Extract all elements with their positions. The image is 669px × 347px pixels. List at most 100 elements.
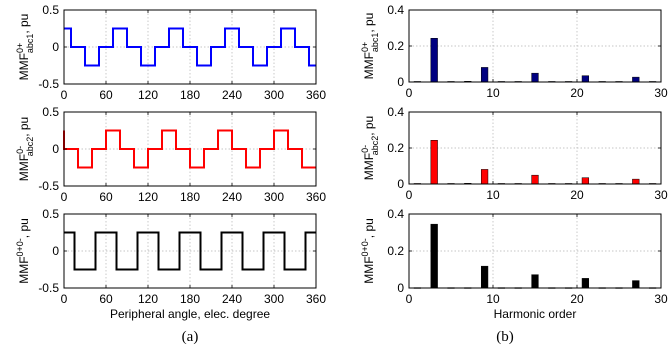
y-axis-label: MMF0+0-, pu: [360, 218, 376, 284]
y-tick-label: -0.5: [38, 179, 59, 193]
x-tick-label: 20: [570, 292, 584, 306]
y-label-unit: , pu: [362, 218, 376, 238]
bar: [632, 178, 640, 185]
bar: [632, 76, 640, 83]
x-tick-label: 0: [406, 292, 413, 306]
y-label-unit: , pu: [17, 218, 31, 238]
x-tick-label: 0: [61, 88, 68, 102]
y-label-main: MMF: [362, 52, 376, 79]
bar: [632, 280, 640, 289]
x-tick-label: 180: [180, 88, 200, 102]
y-axis-label: MMF0+0-, pu: [15, 218, 31, 284]
x-tick-label: 0: [406, 86, 413, 100]
x-tick-label: 240: [222, 292, 242, 306]
y-label-sub: abc2: [370, 136, 380, 156]
x-tick-label: 10: [486, 292, 500, 306]
y-axis-label: MMF0-abc2, pu: [15, 117, 35, 181]
y-label-sub: abc2: [25, 137, 35, 157]
y-tick-label: 0: [52, 244, 59, 258]
x-axis-label: Harmonic order: [494, 307, 577, 321]
y-label-unit: , pu: [17, 117, 31, 137]
y-tick-label: 0: [52, 142, 59, 156]
caption-a: (a): [182, 329, 199, 345]
x-tick-label: 30: [654, 292, 668, 306]
x-tick-label: 20: [570, 86, 584, 100]
bar: [480, 67, 489, 83]
bar: [581, 75, 590, 83]
bar: [531, 174, 539, 185]
x-tick-label: 20: [570, 188, 584, 202]
x-tick-label: 10: [486, 188, 500, 202]
y-tick-label: 0.2: [387, 244, 404, 258]
y-tick-label: -0.5: [38, 281, 59, 295]
y-label-sup: 0-: [360, 145, 370, 153]
y-tick-label: 0: [397, 281, 404, 295]
y-axis-label: MMF0+abc1, pu: [360, 13, 380, 80]
y-label-sub: abc1: [370, 33, 380, 53]
x-tick-label: 0: [61, 292, 68, 306]
x-tick-label: 360: [306, 292, 326, 306]
bar: [531, 72, 539, 83]
chart-b1: 0 10 20 30 0 0.2 0.4 MMF0+abc1, pu: [360, 3, 668, 100]
x-axis-label: Peripheral angle, elec. degree: [110, 307, 270, 321]
series-line: [63, 129, 316, 169]
y-label-unit: , pu: [17, 14, 31, 34]
y-axis-label: MMF0+abc1, pu: [15, 14, 35, 81]
series-line: [64, 27, 316, 67]
series-line: [64, 231, 316, 271]
y-label-main: MMF: [362, 256, 376, 283]
x-tick-label: 120: [138, 292, 158, 306]
y-tick-label: 0.4: [387, 105, 404, 119]
y-tick-label: 0.2: [387, 141, 404, 155]
chart-b3: 0 10 20 30 0 0.2 0.4 MMF0+0-, pu Harmonic order: [360, 207, 668, 321]
bar: [581, 177, 590, 185]
x-tick-label: 60: [99, 190, 113, 204]
y-label-main: MMF: [362, 153, 376, 180]
x-tick-label: 60: [99, 88, 113, 102]
chart-b2: 0 10 20 30 0 0.2 0.4 MMF0-abc2, pu: [360, 105, 668, 202]
y-label-sup: 0+: [360, 42, 370, 52]
x-tick-label: 300: [264, 190, 284, 204]
y-label-sup: 0-: [15, 146, 25, 154]
x-tick-label: 240: [222, 190, 242, 204]
y-tick-label: 0.4: [387, 207, 404, 221]
bar: [430, 223, 438, 289]
x-tick-label: 60: [99, 292, 113, 306]
bar: [480, 265, 489, 289]
y-label-sub: abc1: [25, 34, 35, 54]
y-axis-label: MMF0-abc2, pu: [360, 116, 380, 180]
y-tick-label: 0: [52, 40, 59, 54]
x-tick-label: 360: [306, 88, 326, 102]
x-tick-label: 10: [486, 86, 500, 100]
bar: [430, 140, 438, 185]
y-tick-label: 0: [397, 75, 404, 89]
y-label-main: MMF: [17, 154, 31, 181]
caption-b: (b): [496, 329, 514, 345]
y-label-unit: , pu: [362, 116, 376, 136]
x-tick-label: 120: [138, 190, 158, 204]
y-label-unit: , pu: [362, 13, 376, 33]
x-tick-label: 0: [406, 188, 413, 202]
y-tick-label: 0: [397, 177, 404, 191]
x-tick-label: 0: [61, 190, 68, 204]
y-label-main: MMF: [17, 53, 31, 80]
y-tick-label: 0.5: [42, 3, 59, 17]
y-label-sup: 0+: [15, 43, 25, 53]
y-tick-label: -0.5: [38, 77, 59, 91]
bar: [531, 274, 539, 289]
x-tick-label: 120: [138, 88, 158, 102]
y-tick-label: 0.2: [387, 39, 404, 53]
x-tick-label: 300: [264, 88, 284, 102]
x-tick-label: 180: [180, 190, 200, 204]
x-tick-label: 240: [222, 88, 242, 102]
x-tick-label: 180: [180, 292, 200, 306]
y-label-sup: 0+0-: [360, 238, 370, 256]
bar: [581, 278, 590, 289]
y-label-main: MMF: [17, 256, 31, 283]
bar: [430, 38, 438, 83]
y-tick-label: 0.5: [42, 207, 59, 221]
